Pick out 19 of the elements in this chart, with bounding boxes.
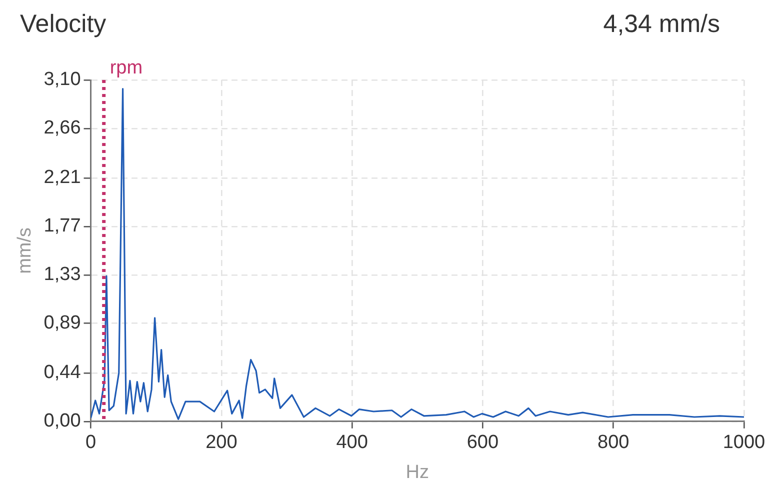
- y-tick-label: 0,44: [44, 362, 82, 384]
- x-tick-label: 800: [598, 432, 630, 454]
- y-tick-label: 3,10: [44, 69, 81, 90]
- x-tick-label: 400: [336, 432, 368, 454]
- chart-subtitle: 4,34 mm/s: [603, 10, 720, 39]
- x-tick-label: 200: [206, 432, 238, 454]
- y-axis-title: mm/s: [14, 227, 36, 274]
- y-tick-label: 0,89: [44, 312, 81, 334]
- y-tick-label: 0,00: [44, 410, 81, 432]
- x-tick-label: 600: [466, 432, 499, 454]
- chart-title: Velocity: [20, 10, 106, 39]
- y-tick-label: 2,21: [44, 167, 81, 188]
- x-tick-label: 0: [85, 432, 96, 454]
- x-tick-label: 1000: [722, 432, 766, 454]
- y-tick-label: 1,33: [44, 264, 81, 286]
- ref-line-label: rpm: [110, 58, 143, 79]
- y-tick-label: 1,77: [44, 216, 81, 237]
- x-axis-title: Hz: [406, 462, 430, 483]
- y-tick-label: 2,66: [44, 118, 81, 139]
